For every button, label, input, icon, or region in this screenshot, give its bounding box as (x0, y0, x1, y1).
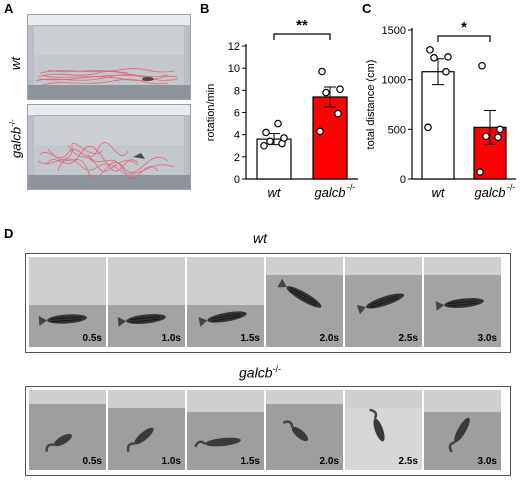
video-frame: 1.5s (187, 257, 264, 347)
frame-image (266, 390, 343, 470)
frame-image (424, 390, 501, 470)
frame-image (29, 257, 106, 347)
data-point (260, 141, 268, 150)
y-tick-label: 6 (234, 108, 240, 120)
data-point (430, 54, 438, 62)
y-tick-label: 8 (234, 85, 240, 97)
wt-frame-strip: 0.5s 1.0s 1.5s 2.0s (25, 253, 511, 353)
data-point (444, 53, 452, 61)
panel-a-letter: A (4, 1, 14, 16)
data-point (266, 137, 274, 146)
video-frame: 3.0s (424, 257, 501, 347)
panel-d-wt-title: wt (253, 230, 267, 246)
panel-c-letter: C (362, 1, 372, 16)
data-point (318, 67, 326, 76)
video-frame: 2.5s (345, 257, 422, 347)
frame-timestamp: 2.0s (319, 333, 339, 344)
data-point (424, 123, 432, 132)
x-tick-label: wt (268, 185, 282, 200)
panel-d-letter: D (4, 226, 14, 241)
video-frame: 1.0s (108, 257, 185, 347)
data-point (316, 127, 324, 136)
significance-bracket (437, 35, 491, 42)
y-tick-label: 1500 (382, 25, 406, 37)
data-point (482, 132, 490, 141)
chart-b: 0 2 4 6 8 10 12 rotation/min wt galcb -/- ** (200, 14, 360, 214)
frame-image (345, 257, 422, 347)
data-point (426, 46, 434, 54)
galcb-frame-strip: 0.5s 1.0s 1.5s 2.0s 2.5s (25, 386, 511, 476)
data-point (494, 133, 502, 142)
x-tick-label: galcb (474, 185, 505, 200)
frame-image (187, 390, 264, 470)
y-tick-label: 4 (234, 130, 240, 142)
video-frame: 0.5s (29, 257, 106, 347)
y-tick-label: 10 (228, 63, 240, 75)
video-frame: 3.0s (424, 390, 501, 470)
significance-marker: ** (296, 17, 308, 34)
panel-d-galcb-title: galcb-/- (239, 364, 281, 381)
video-frame: 2.5s (345, 390, 422, 470)
bar-galcb (312, 96, 348, 180)
panel-b-letter: B (200, 1, 210, 16)
y-axis-label: rotation/min (205, 84, 217, 141)
frame-timestamp: 2.5s (398, 456, 418, 467)
galcb-swim-trace (37, 142, 175, 179)
data-point (274, 119, 282, 128)
wt-tank-image (27, 14, 191, 100)
frame-timestamp: 1.0s (161, 333, 181, 344)
wt-swim-trace (35, 68, 179, 86)
frame-timestamp: 0.5s (82, 456, 102, 467)
frame-timestamp: 1.5s (240, 333, 260, 344)
video-frame: 1.5s (187, 390, 264, 470)
video-frame: 2.0s (266, 390, 343, 470)
frame-timestamp: 1.5s (240, 456, 260, 467)
video-frame: 1.0s (108, 390, 185, 470)
frame-timestamp: 3.0s (477, 333, 497, 344)
chart-c: 0 500 1000 1500 total distance (cm) wt galcb -/… (362, 14, 518, 214)
frame-image (266, 257, 343, 347)
significance-bracket (273, 33, 331, 40)
y-tick-label: 1000 (382, 75, 406, 87)
chart-c-svg: 0 500 1000 1500 total distance (cm) wt galcb -/… (365, 19, 516, 200)
panel-a-galcb-label: galcb-/- (8, 119, 24, 158)
frame-image (187, 257, 264, 347)
y-axis-label: total distance (cm) (365, 60, 377, 150)
x-tick-label-sup: -/- (507, 182, 516, 192)
significance-marker: * (461, 19, 467, 36)
data-point (442, 67, 450, 76)
data-point (336, 85, 344, 94)
frame-timestamp: 1.0s (161, 456, 181, 467)
frame-timestamp: 3.0s (477, 456, 497, 467)
y-tick-label: 12 (228, 41, 240, 53)
data-point (280, 134, 288, 142)
data-point (496, 125, 504, 134)
video-frame: 2.0s (266, 257, 343, 347)
chart-b-svg: 0 2 4 6 8 10 12 rotation/min wt galcb -/- ** (205, 17, 358, 200)
bar-wt (256, 138, 292, 180)
frame-image (424, 257, 501, 347)
y-tick-label: 500 (388, 124, 406, 136)
data-point (334, 109, 342, 118)
frame-image (345, 390, 422, 470)
y-tick-label: 0 (400, 174, 406, 186)
x-tick-label-sup: -/- (347, 182, 356, 192)
frame-image (29, 390, 106, 470)
frame-timestamp: 0.5s (82, 333, 102, 344)
data-point (478, 61, 486, 70)
x-tick-label: wt (432, 185, 446, 200)
y-tick-label: 2 (234, 152, 240, 164)
frame-image (108, 257, 185, 347)
data-point (262, 128, 270, 137)
x-tick-label: galcb (314, 185, 345, 200)
frame-image (108, 390, 185, 470)
frame-timestamp: 2.0s (319, 456, 339, 467)
data-point (322, 88, 330, 97)
galcb-tank-image (27, 104, 191, 190)
data-point (476, 168, 484, 176)
panel-a-wt-label: wt (8, 57, 23, 70)
y-tick-label: 0 (234, 174, 240, 186)
video-frame: 0.5s (29, 390, 106, 470)
frame-timestamp: 2.5s (398, 333, 418, 344)
